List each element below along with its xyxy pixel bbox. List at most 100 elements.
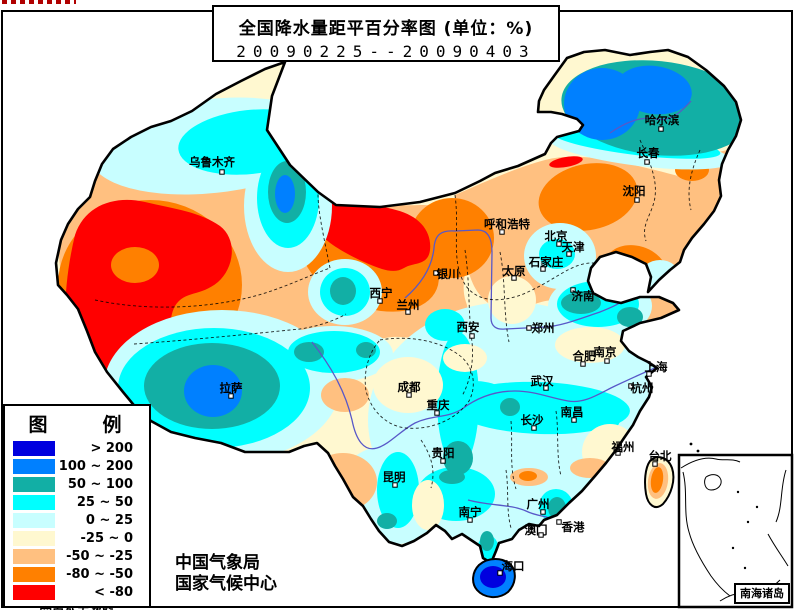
small-island (696, 449, 700, 453)
city-marker (434, 410, 440, 416)
south-china-sea-inset (677, 453, 794, 609)
legend-swatch (13, 549, 55, 564)
inset-label: 南海诸岛 (734, 583, 790, 604)
city-marker (540, 266, 546, 272)
peach-region (309, 453, 377, 511)
cream-region (572, 50, 594, 70)
province-border (555, 410, 562, 477)
city-marker (543, 385, 549, 391)
city-label: 西宁 (370, 286, 393, 300)
teal-region (561, 292, 601, 314)
city-label: 太原 (502, 264, 526, 278)
city-label: 北京 (545, 229, 568, 243)
city-marker (219, 169, 225, 175)
small-island (689, 442, 693, 446)
city-marker (580, 361, 586, 367)
province-border (510, 420, 517, 490)
city-label: 兰州 (397, 298, 420, 312)
inset-coastline (680, 457, 741, 469)
teal-region (439, 470, 465, 484)
legend-row: -50 ~ -25 (13, 549, 141, 564)
legend-row: 50 ~ 100 (13, 477, 141, 492)
city-label: 拉萨 (220, 381, 243, 395)
city-marker (511, 275, 517, 281)
peach-region (321, 378, 369, 412)
teal-region (500, 398, 520, 416)
city-marker (405, 309, 411, 315)
taiwan-coast (644, 456, 675, 508)
legend-row: < -80 (13, 585, 141, 600)
clipped-red-text-fragment (2, 0, 76, 4)
city-label: 郑州 (532, 321, 555, 335)
city-label: 南京 (594, 345, 617, 359)
legend-title: 图 例 (28, 414, 140, 436)
city-label: 澳门 (525, 523, 548, 537)
legend-range-label: -25 ~ 0 (80, 531, 133, 546)
cream-region (373, 357, 443, 413)
legend-swatch (13, 477, 55, 492)
legend-range-label: 0 ~ 25 (85, 513, 133, 528)
city-marker (228, 393, 234, 399)
inset-island-dot (731, 546, 735, 550)
cream-region (412, 480, 444, 530)
teal-region (377, 513, 397, 529)
legend-row: -80 ~ -50 (13, 567, 141, 582)
city-marker (646, 371, 652, 377)
city-label: 贵阳 (432, 446, 455, 460)
legend-swatch (13, 441, 55, 456)
city-marker (406, 392, 412, 398)
city-marker (566, 251, 572, 257)
city-label: 哈尔滨 (645, 113, 680, 127)
map-title: 全国降水量距平百分率图 (单位：%) (238, 19, 534, 39)
teal-region (330, 277, 356, 305)
orange-region (111, 247, 159, 283)
orange-region (650, 467, 664, 493)
legend-range-label: 50 ~ 100 (67, 477, 133, 492)
province-border (133, 313, 347, 345)
city-marker (556, 241, 562, 247)
legend-range-label: < -80 (94, 585, 133, 600)
city-marker (571, 417, 577, 423)
city-label: 济南 (572, 289, 595, 303)
river-line (467, 499, 554, 520)
city-label: 乌鲁木齐 (189, 155, 235, 169)
city-label: 长沙 (521, 413, 544, 427)
province-border (364, 337, 474, 429)
city-label: 南昌 (561, 405, 584, 419)
city-marker (652, 461, 658, 467)
orange-region (410, 198, 494, 278)
legend-row: 0 ~ 25 (13, 513, 141, 528)
dodger-region (616, 65, 692, 115)
legend-swatch (13, 585, 55, 600)
legend-range-label: -50 ~ -25 (66, 549, 133, 564)
city-label: 广州 (527, 497, 550, 511)
city-label: 武汉 (531, 374, 554, 388)
legend-note: 空白处无资料 (5, 602, 149, 610)
orange-region (519, 471, 537, 481)
legend-range-label: -80 ~ -50 (66, 567, 133, 582)
city-label: 合肥 (573, 349, 596, 363)
agency-credits: 中国气象局 国家气候中心 (175, 553, 277, 595)
city-marker (440, 458, 446, 464)
city-marker (644, 159, 650, 165)
city-label: 成都 (398, 380, 421, 394)
city-marker (540, 509, 546, 515)
dodger-region (184, 365, 242, 417)
dodger-region (275, 175, 295, 213)
city-marker (628, 383, 634, 389)
province-border (505, 469, 512, 529)
city-label: 台北 (649, 449, 672, 463)
city-label: 昆明 (383, 470, 406, 484)
cyan-region (288, 331, 380, 373)
province-border (688, 149, 701, 211)
legend-swatch (13, 459, 55, 474)
city-label: 呼和浩特 (484, 217, 530, 231)
red-region (549, 156, 583, 168)
river-line (609, 100, 692, 134)
province-border (639, 139, 656, 242)
city-marker (469, 333, 475, 339)
orange-region (538, 163, 638, 231)
province-border (499, 251, 510, 343)
